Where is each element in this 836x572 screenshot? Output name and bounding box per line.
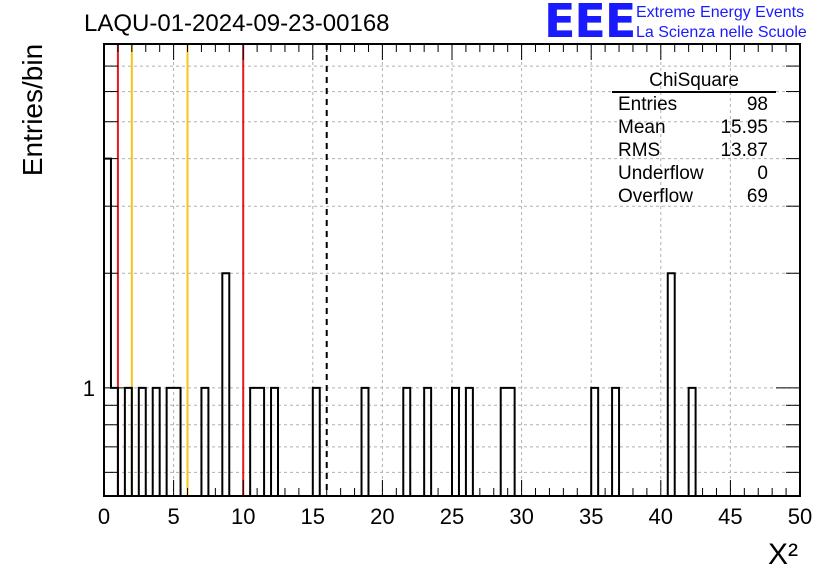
x-tick-label: 5 <box>167 504 179 529</box>
plot-frame <box>103 43 801 497</box>
logo-mark: EEE <box>544 0 636 48</box>
stats-value: 13.87 <box>720 140 768 161</box>
stats-value: 98 <box>747 94 768 115</box>
stats-title: ChiSquare <box>649 70 739 91</box>
histogram-bin <box>222 273 229 496</box>
y-axis-label: Entries/bin <box>17 44 48 176</box>
x-tick-label: 10 <box>231 504 255 529</box>
histogram-bin <box>153 388 160 496</box>
histogram-bin <box>591 388 598 496</box>
histogram-bin <box>111 388 118 496</box>
stats-label: RMS <box>618 140 660 161</box>
x-tick-label: 50 <box>788 504 812 529</box>
x-axis-label: X² <box>768 538 798 571</box>
logo-line-2: La Scienza nelle Scuole <box>636 24 807 41</box>
histogram-bin <box>612 388 619 496</box>
y-tick-label: 1 <box>83 376 95 401</box>
histogram-bin <box>508 388 515 496</box>
histogram-bin <box>257 388 264 496</box>
chart-title: LAQU-01-2024-09-23-00168 <box>84 10 390 37</box>
histogram-bin <box>167 388 174 496</box>
x-tick-label: 0 <box>98 504 110 529</box>
histogram-bin <box>250 388 257 496</box>
histogram-bin <box>104 159 111 496</box>
histogram-bin <box>201 388 208 496</box>
histogram-bin <box>139 388 146 496</box>
x-tick-label: 40 <box>649 504 673 529</box>
x-tick-label: 20 <box>370 504 394 529</box>
histogram-bin <box>362 388 369 496</box>
eee-logo: EEE Extreme Energy Events La Scienza nel… <box>544 0 834 48</box>
x-tick-label: 25 <box>440 504 464 529</box>
stats-value: 69 <box>747 186 768 207</box>
histogram-bin <box>125 388 132 496</box>
histogram-bin <box>403 388 410 496</box>
x-tick-label: 35 <box>579 504 603 529</box>
histogram-bin <box>313 388 320 496</box>
stats-label: Mean <box>618 117 666 138</box>
stats-label: Overflow <box>618 186 693 207</box>
stats-value: 15.95 <box>720 117 768 138</box>
x-tick-label: 15 <box>301 504 325 529</box>
histogram-bin <box>668 273 675 496</box>
histogram-bin <box>452 388 459 496</box>
histogram-bin <box>466 388 473 496</box>
logo-line-1: Extreme Energy Events <box>636 4 805 21</box>
histogram-bin <box>174 388 181 496</box>
stats-label: Entries <box>618 94 677 115</box>
histogram-bin <box>501 388 508 496</box>
stats-label: Underflow <box>618 163 704 184</box>
histogram-bin <box>689 388 696 496</box>
histogram-bin <box>424 388 431 496</box>
x-tick-label: 45 <box>718 504 742 529</box>
x-tick-label: 30 <box>509 504 533 529</box>
stats-value: 0 <box>757 163 768 184</box>
histogram-bin <box>271 388 278 496</box>
